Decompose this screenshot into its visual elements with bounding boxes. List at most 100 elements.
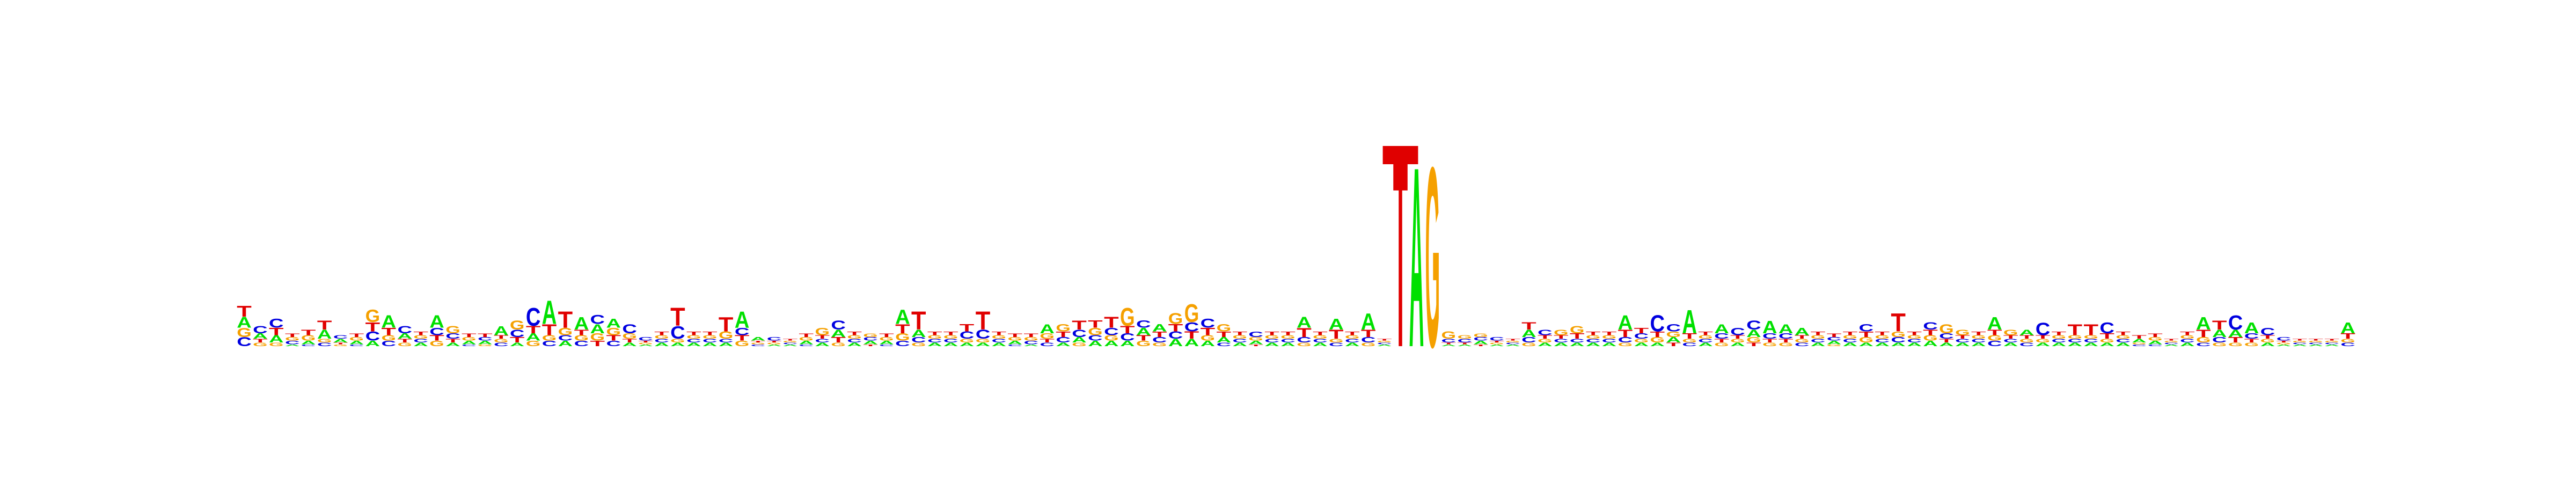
logo-letter-t: T — [1827, 332, 1842, 338]
logo-letter-a: A — [2340, 319, 2355, 336]
logo-letter-t: T — [1698, 331, 1713, 336]
logo-marker-square — [1383, 146, 1418, 164]
logo-letter-t: T — [317, 318, 332, 332]
logo-letter-t: T — [1602, 331, 1617, 336]
logo-letter-a: A — [494, 323, 509, 338]
logo-letter-g: G — [1473, 333, 1488, 338]
logo-letter-c: C — [333, 334, 348, 340]
logo-letter-a: A — [1714, 321, 1729, 336]
logo-letter-g: G — [1425, 113, 1440, 401]
logo-letter-t: T — [1072, 318, 1087, 332]
logo-letter-c: C — [2260, 326, 2275, 338]
logo-letter-t: T — [1233, 331, 1248, 336]
logo-letter-t: T — [1843, 331, 1858, 336]
logo-letter-c: C — [1859, 323, 1874, 334]
logo-letter-a: A — [751, 336, 766, 342]
logo-letter-g: G — [445, 324, 460, 336]
logo-letter-t: T — [1088, 319, 1103, 330]
logo-letter-g: G — [1570, 324, 1585, 336]
logo-letter-c: C — [590, 312, 605, 327]
logo-letter-t: T — [1313, 331, 1328, 336]
logo-letter-t: T — [1521, 320, 1536, 332]
logo-letter-c: C — [638, 336, 653, 342]
logo-letter-t: T — [2308, 338, 2323, 341]
logo-letter-a: A — [1762, 317, 1777, 337]
logo-letter-c: C — [1489, 336, 1504, 342]
logo-letter-c: C — [2036, 319, 2051, 339]
logo-letter-g: G — [1120, 303, 1135, 331]
logo-letter-a: A — [2019, 328, 2035, 337]
logo-letter-t: T — [1634, 326, 1649, 335]
logo-letter-t: T — [558, 307, 573, 333]
logo-letter-c: C — [831, 318, 846, 332]
logo-letter-a: A — [1682, 303, 1697, 340]
logo-letter-g: G — [1217, 323, 1232, 334]
logo-letter-t: T — [960, 323, 975, 334]
logo-letter-t: T — [911, 306, 926, 335]
logo-letter-t: T — [783, 338, 798, 341]
logo-letter-a: A — [429, 312, 444, 332]
logo-letter-g: G — [1441, 330, 1457, 341]
logo-letter-a: A — [1795, 326, 1810, 338]
logo-letter-t: T — [1811, 331, 1826, 336]
logo-letter-c: C — [1746, 318, 1761, 332]
logo-letter-g: G — [365, 306, 380, 326]
logo-letter-t: T — [1907, 331, 1922, 336]
logo-letter-t: T — [1023, 332, 1038, 338]
logo-letter-t: T — [1891, 308, 1906, 337]
logo-letter-c: C — [1136, 319, 1151, 330]
logo-letter-t: T — [2083, 321, 2098, 339]
logo-letter-a: A — [1361, 309, 1376, 335]
logo-letter-t: T — [349, 332, 364, 338]
logo-letter-c: C — [253, 324, 268, 335]
logo-letter-g: G — [2003, 328, 2018, 337]
logo-letter-c: C — [2228, 311, 2243, 334]
logo-letter-a: A — [542, 294, 557, 331]
logo-letter-t: T — [879, 332, 894, 338]
logo-letter-t: T — [2148, 332, 2163, 338]
logo-letter-g: G — [1168, 310, 1183, 327]
logo-letter-t: T — [478, 332, 493, 338]
logo-letter-c: C — [1730, 326, 1745, 338]
logo-letter-t: T — [1008, 332, 1023, 338]
logo-letter-t: T — [799, 332, 814, 338]
logo-letter-t: T — [927, 331, 942, 336]
logo-letter-c: C — [767, 336, 782, 342]
logo-letter-g: G — [1056, 323, 1071, 334]
logo-letter-t: T — [992, 331, 1007, 336]
logo-letter-a: A — [1329, 316, 1344, 333]
logo-letter-t: T — [702, 331, 718, 336]
logo-letter-t: T — [2324, 338, 2339, 341]
logo-letter-t: T — [1971, 331, 1986, 336]
logo-letter-t: T — [1104, 314, 1119, 331]
logo-letter-a: A — [1040, 321, 1055, 336]
logo-letter-t: T — [1280, 331, 1296, 336]
logo-letter-g: G — [1955, 328, 1970, 337]
logo-letter-a: A — [1297, 314, 1312, 331]
logo-letter-t: T — [237, 303, 252, 320]
logo-letter-g: G — [815, 326, 830, 338]
logo-letter-c: C — [526, 303, 541, 332]
logo-letter-t: T — [2116, 331, 2131, 336]
logo-letter-a: A — [735, 306, 750, 333]
logo-letter-t: T — [2293, 338, 2308, 341]
logo-letter-g: G — [863, 333, 878, 338]
logo-letter-a: A — [1779, 321, 1794, 336]
logo-letter-t: T — [301, 328, 316, 337]
logo-letter-a: A — [574, 313, 589, 333]
logo-letter-a: A — [606, 316, 621, 331]
logo-letter-a: A — [1618, 311, 1633, 334]
logo-letter-c: C — [1666, 323, 1681, 334]
logo-letter-t: T — [2132, 334, 2147, 340]
logo-letter-c: C — [1538, 328, 1553, 337]
logo-letter-t: T — [413, 331, 428, 336]
logo-letter-t: T — [1345, 331, 1360, 336]
logo-letter-t: T — [719, 313, 734, 336]
logo-letter-c: C — [397, 324, 412, 335]
logo-letter-t: T — [2180, 331, 2195, 336]
logo-letter-a: A — [895, 306, 910, 329]
logo-letter-a: A — [2244, 319, 2259, 336]
logo-letter-a: A — [1987, 313, 2002, 333]
